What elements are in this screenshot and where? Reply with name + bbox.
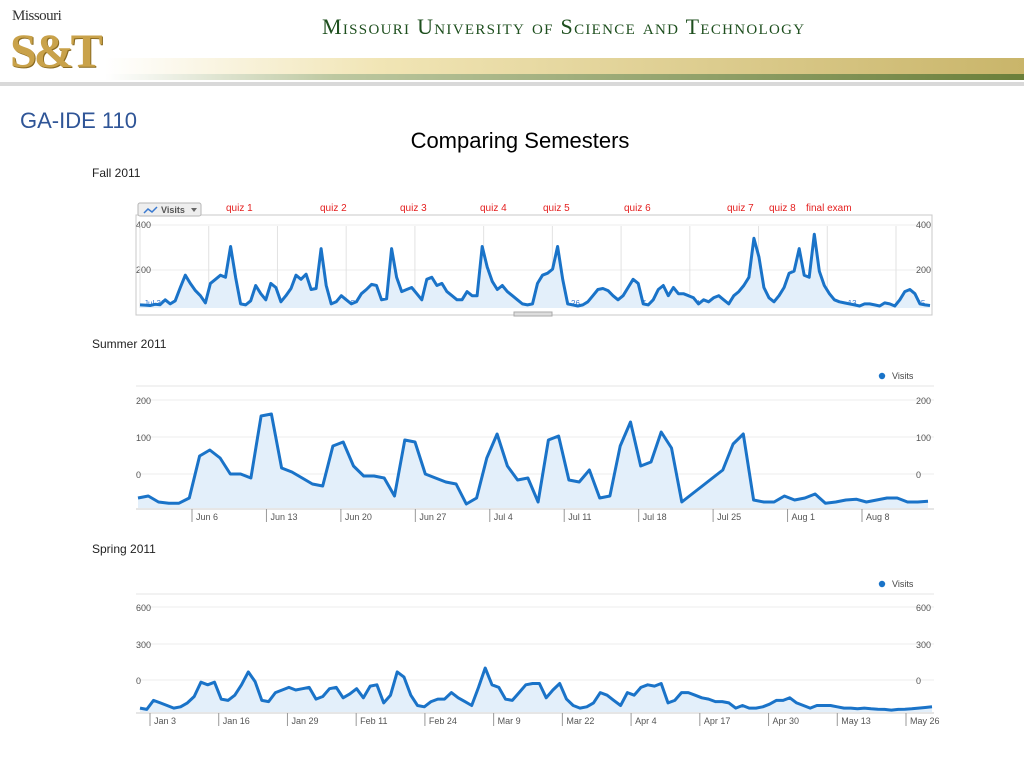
spring-xtick-label: Apr 4 (635, 716, 657, 726)
summer-xtick-label: Aug 8 (866, 512, 890, 522)
spring-xtick-label: May 26 (910, 716, 940, 726)
spring-xtick-label: Jan 16 (223, 716, 250, 726)
spring-ytick-left: 0 (136, 676, 141, 686)
quiz-label: quiz 7 (727, 203, 754, 214)
fall-area (140, 234, 930, 308)
spring-ytick-right: 0 (916, 676, 921, 686)
spring-legend-label: Visits (892, 579, 914, 589)
spring-ytick-left: 600 (136, 603, 151, 613)
spring-xtick-label: Apr 30 (773, 716, 800, 726)
summer-xtick-label: Jul 11 (568, 512, 591, 522)
summer-area (138, 414, 928, 508)
quiz-label: final exam (806, 203, 852, 214)
summer-ytick-left: 200 (136, 396, 151, 406)
fall-line (139, 232, 931, 308)
visits-dropdown-label: Visits (161, 205, 185, 215)
spring-xtick-label: Mar 22 (566, 716, 594, 726)
fall-ytick-right: 200 (916, 265, 931, 275)
fall-ytick-left: 400 (136, 220, 151, 230)
header-band-gray (0, 82, 1024, 86)
spring-xtick-label: Feb 11 (360, 716, 387, 726)
fall-chart-title: Fall 2011 (92, 166, 141, 180)
spring-ytick-right: 600 (916, 603, 931, 613)
summer-xtick-label: Jun 27 (419, 512, 446, 522)
summer-xtick-label: Jun 6 (196, 512, 218, 522)
header-band-gold (105, 58, 1024, 74)
summer-line (137, 412, 929, 506)
spring-area (140, 668, 932, 712)
spring-line (139, 666, 933, 712)
summer-ytick-right: 0 (916, 470, 921, 480)
spring-2011-chart: Visits 600 600 300 300 0 0 Jan 3 Jan 16 Jan 29 Feb… (136, 579, 940, 726)
summer-legend-marker (878, 372, 886, 380)
quiz-label: quiz 1 (226, 203, 253, 214)
summer-xtick-label: Jun 20 (345, 512, 372, 522)
course-id: GA-IDE 110 (20, 108, 137, 133)
spring-legend-marker (878, 580, 886, 588)
spring-ytick-left: 300 (136, 640, 151, 650)
slide-title: Comparing Semesters (410, 128, 630, 153)
quiz-label: quiz 6 (624, 203, 651, 214)
spring-xtick-label: Apr 17 (704, 716, 731, 726)
scroll-handle (513, 311, 553, 317)
quiz-label: quiz 2 (320, 203, 347, 214)
summer-xtick-label: Jul 25 (717, 512, 741, 522)
dropdown-arrow-icon (191, 208, 197, 212)
trend-icon (143, 206, 158, 214)
quiz-label: quiz 4 (480, 203, 507, 214)
summer-ytick-left: 100 (136, 433, 151, 443)
fall-ytick-left: 200 (136, 265, 151, 275)
summer-xtick-label: Jun 13 (270, 512, 297, 522)
logo-main-text: S&T (10, 25, 103, 78)
summer-xtick-label: Jul 4 (494, 512, 513, 522)
header: Missouri S&T Missouri University of Scie… (0, 0, 1024, 90)
spring-ytick-right: 300 (916, 640, 931, 650)
logo-top-text: Missouri (12, 8, 62, 24)
summer-xtick-label: Aug 1 (792, 512, 816, 522)
summer-ytick-right: 200 (916, 396, 931, 406)
header-band-green (105, 74, 1024, 80)
spring-xtick-label: Jan 3 (154, 716, 176, 726)
fall-ytick-right: 400 (916, 220, 931, 230)
spring-xtick-label: May 13 (841, 716, 871, 726)
quiz-label: quiz 5 (543, 203, 570, 214)
spring-xtick-label: Jan 29 (291, 716, 318, 726)
quiz-label: quiz 8 (769, 203, 796, 214)
summer-2011-chart: Visits 200 200 100 100 0 0 Jun 6 Jun 13 Jun 20 Jun… (136, 371, 934, 522)
visits-dropdown (137, 202, 202, 217)
spring-chart-title: Spring 2011 (92, 542, 156, 556)
university-logo: Missouri S&T (10, 8, 103, 84)
summer-legend-label: Visits (892, 371, 914, 381)
summer-ytick-right: 100 (916, 433, 931, 443)
spring-xtick-label: Mar 9 (498, 716, 521, 726)
summer-ytick-left: 0 (136, 470, 141, 480)
quiz-label: quiz 3 (400, 203, 427, 214)
spring-xtick-label: Feb 24 (429, 716, 457, 726)
summer-xtick-label: Jul 18 (643, 512, 667, 522)
university-name: Missouri University of Science and Techn… (322, 14, 806, 39)
summer-chart-title: Summer 2011 (92, 337, 167, 351)
